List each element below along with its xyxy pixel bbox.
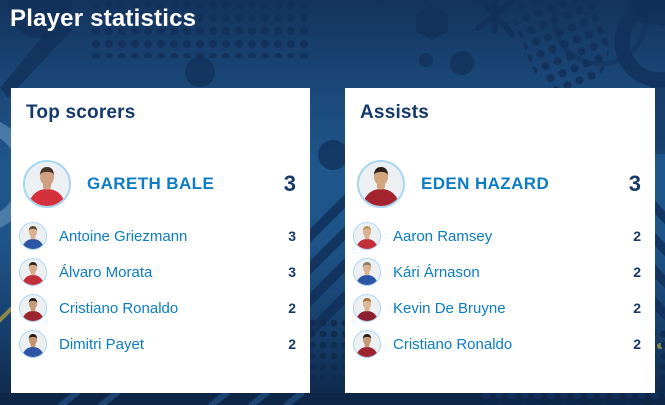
leader-name: EDEN HAZARD: [421, 174, 550, 193]
player-name: Antoine Griezmann: [59, 227, 188, 245]
player-avatar: [353, 222, 381, 250]
player-avatar: [19, 258, 47, 286]
player-value: 2: [633, 264, 641, 280]
player-avatar: [357, 160, 405, 208]
player-name: Kári Árnason: [393, 263, 480, 281]
player-avatar: [19, 330, 47, 358]
player-list: Antoine Griezmann 3 Álvaro Morata 3 Cris…: [11, 218, 310, 362]
player-avatar: [353, 330, 381, 358]
player-value: 3: [288, 228, 296, 244]
player-name: Álvaro Morata: [59, 263, 153, 281]
top-scorers-card: Top scorers GARETH BALE 3 Antoine Griezm…: [11, 88, 310, 393]
player-row[interactable]: Antoine Griezmann 3: [11, 218, 310, 254]
page-title: Player statistics: [10, 5, 197, 32]
player-row[interactable]: Kári Árnason 2: [345, 254, 655, 290]
player-row[interactable]: Cristiano Ronaldo 2: [345, 326, 655, 362]
player-avatar: [23, 160, 71, 208]
player-row[interactable]: Aaron Ramsey 2: [345, 218, 655, 254]
player-avatar: [19, 294, 47, 322]
player-name: Kevin De Bruyne: [393, 299, 506, 317]
player-avatar: [353, 258, 381, 286]
assists-card: Assists EDEN HAZARD 3 Aaron Ramsey 2 Kár…: [345, 88, 655, 393]
card-title: Assists: [360, 102, 429, 123]
player-list: Aaron Ramsey 2 Kári Árnason 2 Kevin De B…: [345, 218, 655, 362]
player-value: 2: [288, 300, 296, 316]
player-name: Dimitri Payet: [59, 335, 145, 353]
player-value: 3: [288, 264, 296, 280]
player-avatar: [19, 222, 47, 250]
player-name: Cristiano Ronaldo: [59, 299, 179, 317]
player-name: Cristiano Ronaldo: [393, 335, 513, 353]
leader-value: 3: [283, 171, 296, 196]
player-name: Aaron Ramsey: [393, 227, 493, 245]
player-row[interactable]: Cristiano Ronaldo 2: [11, 290, 310, 326]
leader-value: 3: [628, 171, 641, 196]
leader-row[interactable]: GARETH BALE 3: [23, 160, 296, 208]
leader-row[interactable]: EDEN HAZARD 3: [357, 160, 641, 208]
player-value: 2: [633, 336, 641, 352]
player-value: 2: [633, 228, 641, 244]
player-row[interactable]: Kevin De Bruyne 2: [345, 290, 655, 326]
player-avatar: [353, 294, 381, 322]
player-row[interactable]: Álvaro Morata 3: [11, 254, 310, 290]
player-row[interactable]: Dimitri Payet 2: [11, 326, 310, 362]
card-title: Top scorers: [26, 102, 136, 123]
player-value: 2: [288, 336, 296, 352]
leader-name: GARETH BALE: [87, 174, 215, 193]
player-value: 2: [633, 300, 641, 316]
